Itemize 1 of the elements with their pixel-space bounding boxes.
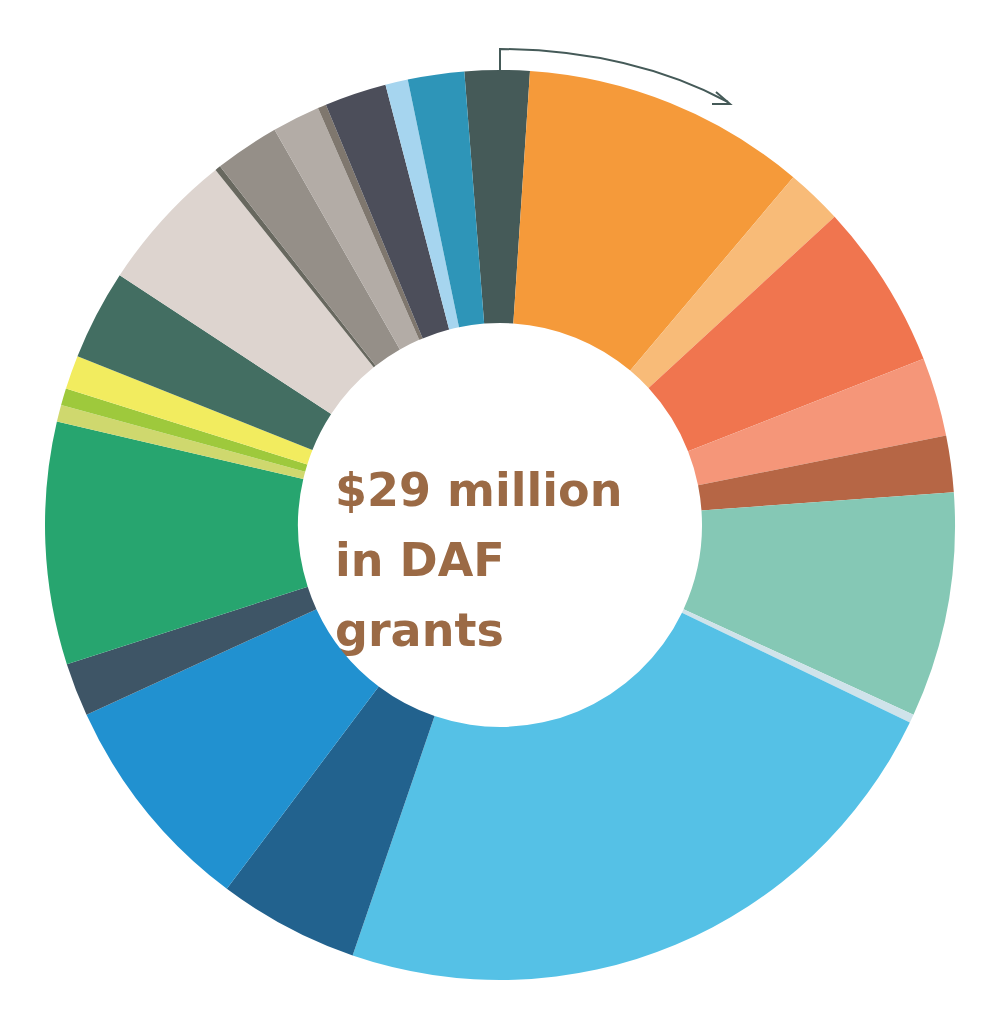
text: $29 million in DAF grants — [335, 463, 639, 657]
